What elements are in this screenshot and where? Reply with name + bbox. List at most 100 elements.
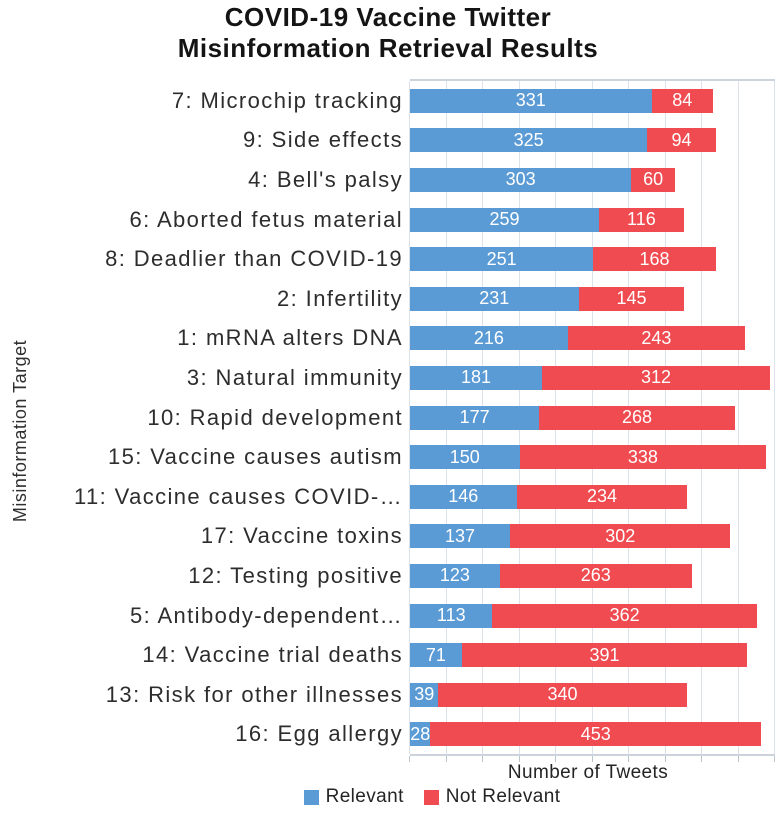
not-relevant-segment: 234 bbox=[516, 484, 688, 509]
bar-row: 303 60 bbox=[410, 160, 775, 200]
gridline bbox=[774, 81, 775, 754]
legend-label-not-relevant: Not Relevant bbox=[445, 786, 561, 807]
category-label: 6: Aborted fetus material bbox=[129, 206, 403, 232]
bar-row: 259 116 bbox=[410, 200, 775, 240]
category-label: 17: Vaccine toxins bbox=[200, 523, 403, 549]
relevant-segment: 325 bbox=[410, 128, 648, 153]
bar-row: 216 243 bbox=[410, 319, 775, 359]
category-label: 14: Vaccine trial deaths bbox=[142, 642, 403, 668]
stacked-bar: 28 453 bbox=[410, 722, 775, 747]
value-label: 312 bbox=[640, 367, 672, 388]
not-relevant-segment: 263 bbox=[499, 563, 692, 588]
not-relevant-segment: 391 bbox=[461, 643, 748, 668]
bar-row: 251 168 bbox=[410, 239, 775, 279]
relevant-segment: 259 bbox=[410, 207, 600, 232]
value-label: 251 bbox=[486, 248, 517, 269]
value-label: 60 bbox=[643, 169, 664, 190]
relevant-segment: 150 bbox=[410, 445, 520, 470]
relevant-segment: 71 bbox=[410, 643, 462, 668]
value-label: 168 bbox=[639, 248, 670, 269]
not-relevant-segment: 94 bbox=[647, 128, 716, 153]
value-label: 146 bbox=[448, 486, 479, 507]
category-label: 16: Egg allergy bbox=[235, 721, 403, 747]
not-relevant-segment: 302 bbox=[510, 524, 731, 549]
value-label: 94 bbox=[671, 129, 692, 150]
relevant-segment: 146 bbox=[410, 484, 517, 509]
bar-row: 331 84 bbox=[410, 81, 775, 121]
relevant-segment: 39 bbox=[410, 682, 439, 707]
axis-tick bbox=[518, 756, 520, 762]
stacked-bar: 150 338 bbox=[410, 445, 775, 470]
value-label: 84 bbox=[672, 90, 693, 111]
not-relevant-segment: 362 bbox=[492, 603, 757, 628]
legend: Relevant Not Relevant bbox=[44, 786, 776, 808]
stacked-bar: 325 94 bbox=[410, 128, 775, 153]
category-label: 7: Microchip tracking bbox=[171, 87, 403, 113]
value-label: 28 bbox=[410, 723, 431, 744]
relevant-segment: 181 bbox=[410, 365, 543, 390]
category-label: 1: mRNA alters DNA bbox=[177, 325, 403, 351]
value-label: 338 bbox=[627, 446, 658, 467]
bar-rows: 331 84 325 94 303 60 259 116 251 168 231 145 216 243 1… bbox=[410, 81, 775, 754]
relevant-segment: 123 bbox=[410, 563, 500, 588]
value-label: 177 bbox=[459, 407, 490, 428]
value-label: 116 bbox=[627, 209, 656, 230]
value-label: 362 bbox=[609, 605, 640, 626]
gridline bbox=[409, 81, 410, 754]
relevant-segment: 113 bbox=[410, 603, 493, 628]
category-label: 13: Risk for other illnesses bbox=[105, 681, 403, 707]
category-labels: 7: Microchip tracking 9: Side effects 4: B… bbox=[0, 81, 405, 754]
plot-top-border bbox=[410, 79, 775, 81]
stacked-bar: 137 302 bbox=[410, 524, 775, 549]
value-label: 325 bbox=[513, 129, 544, 150]
stacked-bar: 303 60 bbox=[410, 167, 775, 192]
not-relevant-segment: 268 bbox=[539, 405, 735, 430]
chart-title: COVID-19 Vaccine Twitter Misinformation … bbox=[0, 2, 776, 64]
category-label: 5: Antibody-dependent… bbox=[130, 602, 403, 628]
category-label: 10: Rapid development bbox=[147, 404, 403, 430]
value-label: 150 bbox=[449, 446, 480, 467]
not-relevant-segment: 145 bbox=[578, 286, 685, 311]
stacked-bar: 331 84 bbox=[410, 88, 775, 113]
axis-tick bbox=[628, 756, 629, 762]
value-label: 340 bbox=[547, 684, 578, 705]
axis-tick bbox=[774, 756, 775, 762]
not-relevant-segment: 243 bbox=[567, 326, 746, 351]
category-label: 2: Infertility bbox=[277, 285, 403, 311]
bar-row: 325 94 bbox=[410, 121, 775, 161]
value-label: 39 bbox=[414, 684, 435, 705]
axis-tick bbox=[701, 756, 702, 762]
category-label: 12: Testing positive bbox=[188, 562, 403, 588]
not-relevant-segment: 84 bbox=[651, 88, 713, 113]
bar-row: 150 338 bbox=[410, 437, 775, 477]
axis-tick bbox=[737, 756, 739, 762]
stacked-bar: 39 340 bbox=[410, 682, 775, 707]
bar-row: 181 312 bbox=[410, 358, 775, 398]
value-label: 268 bbox=[621, 407, 653, 428]
category-label: 4: Bell's palsy bbox=[248, 166, 403, 192]
value-label: 123 bbox=[439, 565, 470, 586]
value-label: 71 bbox=[425, 644, 446, 665]
not-relevant-segment: 340 bbox=[438, 682, 687, 707]
value-label: 181 bbox=[461, 367, 492, 388]
relevant-segment: 177 bbox=[410, 405, 540, 430]
x-axis-line bbox=[410, 754, 775, 756]
value-label: 263 bbox=[580, 565, 611, 586]
chart-title-line2: Misinformation Retrieval Results bbox=[177, 33, 599, 63]
plot-area: 331 84 325 94 303 60 259 116 251 168 231 145 216 243 1… bbox=[409, 79, 775, 762]
value-label: 145 bbox=[616, 288, 647, 309]
stacked-bar: 251 168 bbox=[410, 247, 775, 272]
stacked-bar: 181 312 bbox=[410, 365, 775, 390]
x-axis-title: Number of Tweets bbox=[507, 762, 669, 783]
bar-row: 123 263 bbox=[410, 556, 775, 596]
bar-row: 146 234 bbox=[410, 477, 775, 517]
legend-item-not-relevant: Not Relevant bbox=[423, 786, 561, 808]
stacked-bar: 259 116 bbox=[410, 207, 775, 232]
stacked-bar: 123 263 bbox=[410, 563, 775, 588]
stacked-bar: 113 362 bbox=[410, 603, 775, 628]
gridline bbox=[737, 81, 739, 754]
stacked-bar: 216 243 bbox=[410, 326, 775, 351]
relevant-segment: 231 bbox=[410, 286, 579, 311]
value-label: 453 bbox=[580, 723, 611, 744]
value-label: 259 bbox=[489, 209, 520, 230]
